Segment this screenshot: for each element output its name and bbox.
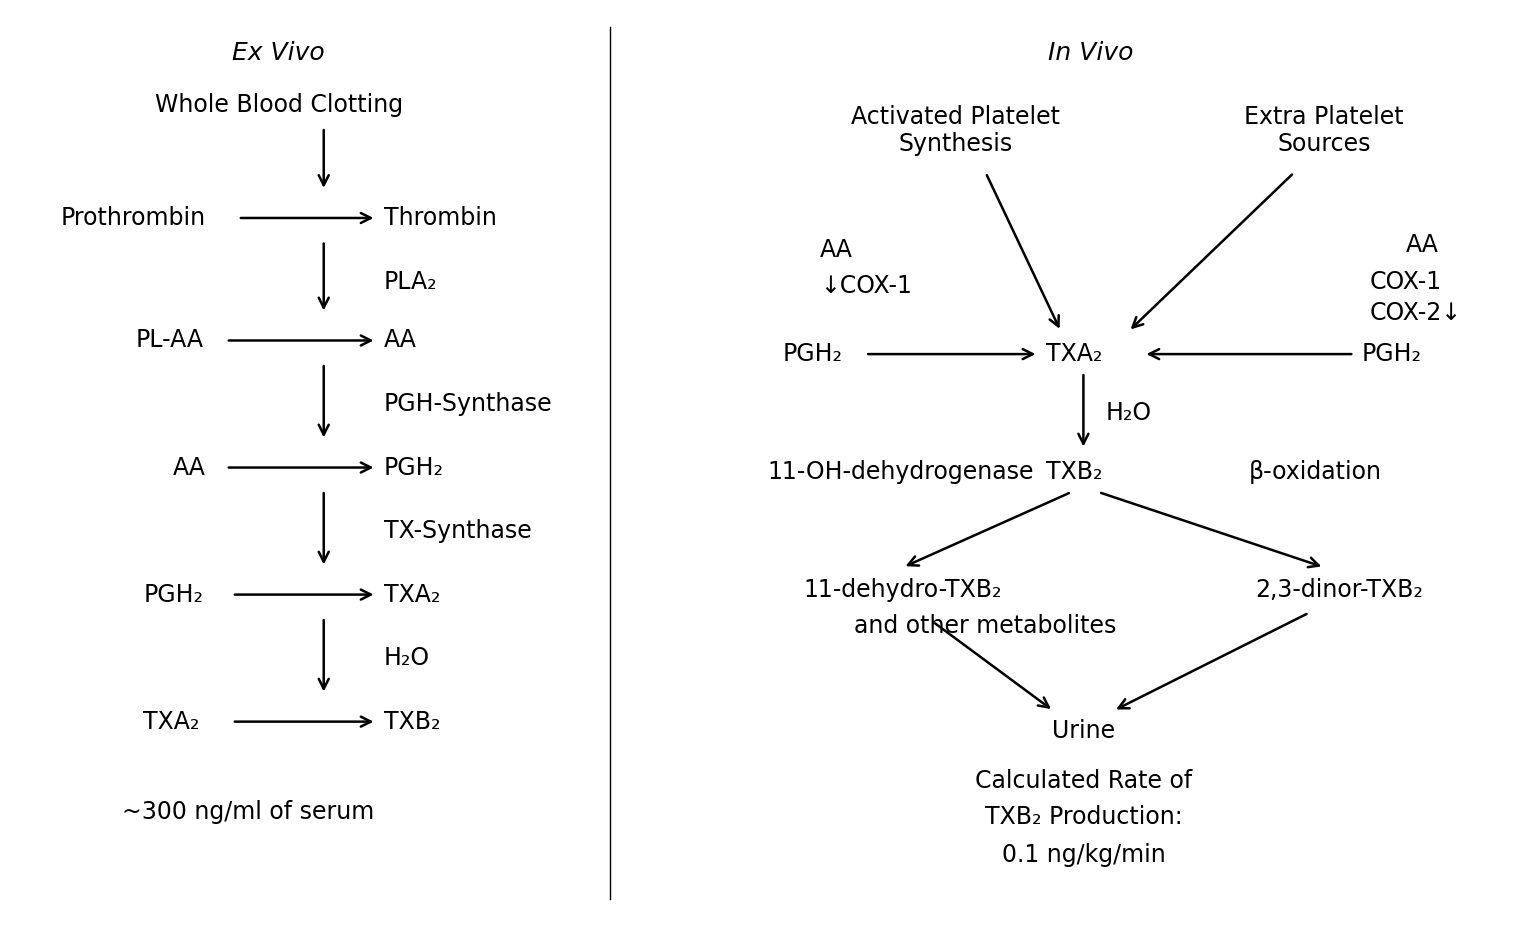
Text: PGH-Synthase: PGH-Synthase bbox=[384, 392, 553, 416]
Text: Calculated Rate of: Calculated Rate of bbox=[975, 769, 1193, 793]
Text: PGH₂: PGH₂ bbox=[143, 582, 203, 607]
Text: ↓COX-1: ↓COX-1 bbox=[820, 274, 912, 298]
Text: H₂O: H₂O bbox=[1107, 401, 1153, 425]
Text: and other metabolites: and other metabolites bbox=[855, 614, 1117, 638]
Text: TXB₂ Production:: TXB₂ Production: bbox=[984, 805, 1182, 829]
Text: Ex Vivo: Ex Vivo bbox=[232, 41, 325, 65]
Text: AA: AA bbox=[1406, 233, 1438, 257]
Text: Extra Platelet
Sources: Extra Platelet Sources bbox=[1245, 105, 1405, 156]
Text: PGH₂: PGH₂ bbox=[783, 342, 843, 366]
Text: H₂O: H₂O bbox=[384, 646, 430, 670]
Text: 0.1 ng/kg/min: 0.1 ng/kg/min bbox=[1001, 843, 1165, 867]
Text: ~300 ng/ml of serum: ~300 ng/ml of serum bbox=[123, 800, 375, 824]
Text: TXA₂: TXA₂ bbox=[143, 709, 200, 733]
Text: Thrombin: Thrombin bbox=[384, 206, 497, 230]
Text: TXB₂: TXB₂ bbox=[384, 709, 441, 733]
Text: TX-Synthase: TX-Synthase bbox=[384, 519, 531, 543]
Text: Urine: Urine bbox=[1051, 719, 1114, 743]
Text: 11-OH-dehydrogenase: 11-OH-dehydrogenase bbox=[768, 460, 1035, 484]
Text: β-oxidation: β-oxidation bbox=[1249, 460, 1382, 484]
Text: 2,3-dinor-TXB₂: 2,3-dinor-TXB₂ bbox=[1256, 578, 1423, 602]
Text: PL-AA: PL-AA bbox=[135, 329, 204, 353]
Text: 11-dehydro-TXB₂: 11-dehydro-TXB₂ bbox=[804, 578, 1002, 602]
Text: Whole Blood Clotting: Whole Blood Clotting bbox=[155, 93, 402, 117]
Text: Prothrombin: Prothrombin bbox=[60, 206, 206, 230]
Text: PGH₂: PGH₂ bbox=[384, 456, 444, 480]
Text: AA: AA bbox=[384, 329, 418, 353]
Text: COX-2↓: COX-2↓ bbox=[1369, 301, 1461, 325]
Text: Activated Platelet
Synthesis: Activated Platelet Synthesis bbox=[850, 105, 1061, 156]
Text: TXA₂: TXA₂ bbox=[1045, 342, 1102, 366]
Text: TXB₂: TXB₂ bbox=[1045, 460, 1102, 484]
Text: TXA₂: TXA₂ bbox=[384, 582, 441, 607]
Text: AA: AA bbox=[820, 238, 853, 262]
Text: PLA₂: PLA₂ bbox=[384, 269, 437, 294]
Text: PGH₂: PGH₂ bbox=[1362, 342, 1421, 366]
Text: AA: AA bbox=[173, 456, 206, 480]
Text: In Vivo: In Vivo bbox=[1048, 41, 1134, 65]
Text: COX-1: COX-1 bbox=[1369, 269, 1441, 294]
